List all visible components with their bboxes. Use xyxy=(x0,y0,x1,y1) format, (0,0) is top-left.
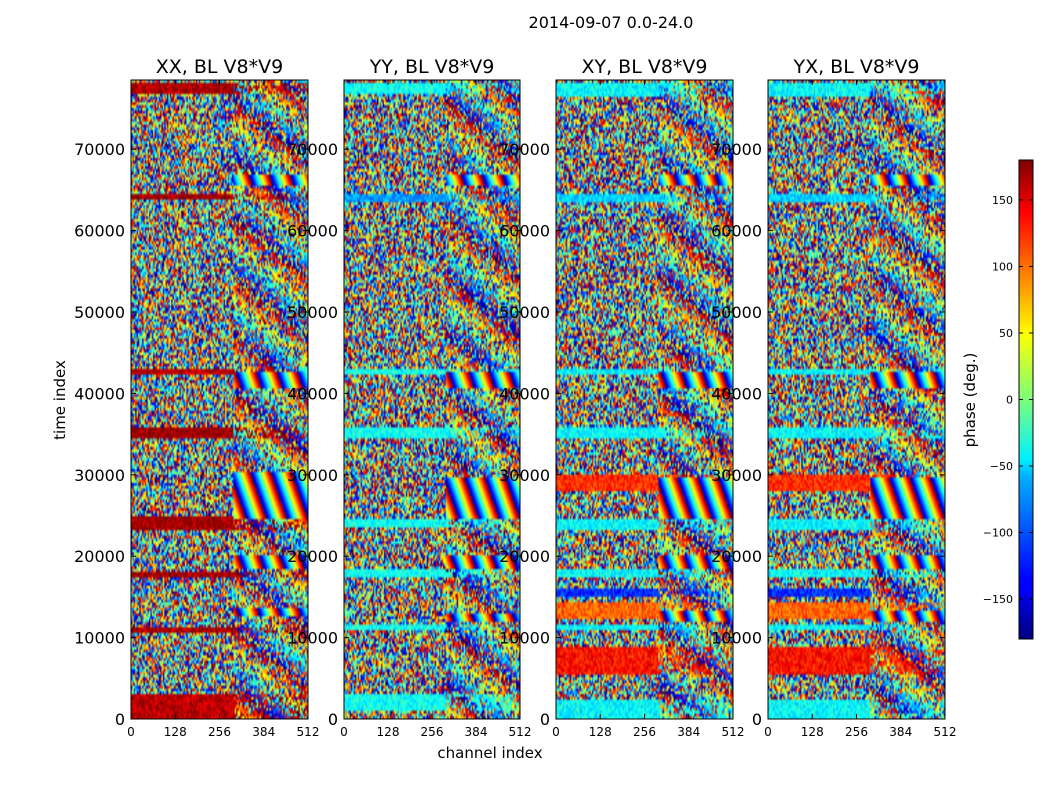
y-tick-label: 70000 xyxy=(74,140,125,159)
x-tick-label: 384 xyxy=(252,725,275,739)
y-tick-label: 60000 xyxy=(287,222,338,241)
colorbar: 150 100 50 0 −50 −100 −150 phase (deg.) xyxy=(961,159,1034,640)
colorbar-tick-label: −150 xyxy=(983,593,1013,606)
x-tick-label: 512 xyxy=(934,725,957,739)
y-tick-label: 70000 xyxy=(287,140,338,159)
x-tick-label: 128 xyxy=(164,725,187,739)
panel-1: XX, BL V8*V9 0 10000 20000 30000 40000 50000 60… xyxy=(74,56,319,739)
y-tick-label: 0 xyxy=(540,710,550,729)
y-tick-label: 50000 xyxy=(74,303,125,322)
y-tick-label: 40000 xyxy=(711,384,762,403)
x-tick-label: 256 xyxy=(845,725,868,739)
figure-title: 2014-09-07 0.0-24.0 xyxy=(529,13,694,32)
heatmap-panels: XX, BL V8*V9 0 10000 20000 30000 40000 50000 60… xyxy=(74,56,956,739)
y-tick-label: 70000 xyxy=(711,140,762,159)
x-tick-label: 384 xyxy=(465,725,488,739)
panel-3: XY, BL V8*V9 0 10000 20000 30000 40000 50000 60… xyxy=(499,56,744,739)
colorbar-label: phase (deg.) xyxy=(961,353,979,448)
x-tick-label: 0 xyxy=(552,725,560,739)
colorbar-tick-label: 150 xyxy=(992,194,1013,207)
y-tick-label: 50000 xyxy=(287,303,338,322)
y-tick-label: 30000 xyxy=(499,466,550,485)
colorbar-tick-label: 100 xyxy=(992,260,1013,273)
y-tick-label: 20000 xyxy=(74,547,125,566)
panel-4: YX, BL V8*V9 0 10000 20000 30000 40000 50000 60… xyxy=(711,56,956,739)
colorbar-tick-label: 0 xyxy=(1006,394,1013,407)
y-tick-label: 50000 xyxy=(499,303,550,322)
panel-2: YY, BL V8*V9 0 10000 20000 30000 40000 50000 60… xyxy=(287,56,531,739)
x-tick-label: 128 xyxy=(377,725,400,739)
y-tick-label: 10000 xyxy=(287,629,338,648)
panel-title: XX, BL V8*V9 xyxy=(156,56,283,78)
y-tick-label: 0 xyxy=(115,710,125,729)
y-tick-label: 10000 xyxy=(499,629,550,648)
x-tick-label: 128 xyxy=(801,725,824,739)
x-tick-label: 256 xyxy=(208,725,231,739)
y-tick-label: 20000 xyxy=(499,547,550,566)
x-tick-label: 384 xyxy=(677,725,700,739)
x-tick-label: 384 xyxy=(889,725,912,739)
colorbar-ticks: 150 100 50 0 −50 −100 −150 xyxy=(983,194,1033,606)
y-tick-label: 10000 xyxy=(711,629,762,648)
y-tick-label: 20000 xyxy=(711,547,762,566)
colorbar-tick-label: 50 xyxy=(999,327,1013,340)
heatmap-image xyxy=(131,80,308,719)
y-tick-label: 30000 xyxy=(74,466,125,485)
x-tick-label: 0 xyxy=(340,725,348,739)
y-tick-label: 40000 xyxy=(287,384,338,403)
y-tick-label: 10000 xyxy=(74,629,125,648)
colorbar-tick-label: −50 xyxy=(990,460,1013,473)
y-tick-label: 40000 xyxy=(74,384,125,403)
colorbar-tick-label: −100 xyxy=(983,527,1013,540)
heatmap-image xyxy=(556,80,733,719)
x-tick-label: 0 xyxy=(127,725,135,739)
x-tick-label: 0 xyxy=(764,725,772,739)
y-tick-label: 60000 xyxy=(74,222,125,241)
x-axis-label: channel index xyxy=(437,744,542,762)
y-tick-label: 60000 xyxy=(711,222,762,241)
x-tick-label: 128 xyxy=(589,725,612,739)
y-tick-label: 40000 xyxy=(499,384,550,403)
panel-title: YX, BL V8*V9 xyxy=(792,56,919,78)
x-tick-label: 256 xyxy=(421,725,444,739)
heatmap-image xyxy=(344,80,520,719)
y-tick-label: 30000 xyxy=(287,466,338,485)
y-tick-label: 30000 xyxy=(711,466,762,485)
panel-title: YY, BL V8*V9 xyxy=(369,56,495,78)
x-tick-label: 512 xyxy=(722,725,745,739)
x-tick-label: 512 xyxy=(509,725,532,739)
y-tick-label: 0 xyxy=(752,710,762,729)
heatmap-image xyxy=(768,80,945,719)
x-tick-label: 512 xyxy=(297,725,320,739)
x-tick-label: 256 xyxy=(633,725,656,739)
y-axis-label: time index xyxy=(51,360,69,440)
y-tick-label: 0 xyxy=(328,710,338,729)
y-tick-label: 50000 xyxy=(711,303,762,322)
y-tick-label: 20000 xyxy=(287,547,338,566)
y-tick-label: 60000 xyxy=(499,222,550,241)
y-tick-label: 70000 xyxy=(499,140,550,159)
panel-title: XY, BL V8*V9 xyxy=(581,56,707,78)
